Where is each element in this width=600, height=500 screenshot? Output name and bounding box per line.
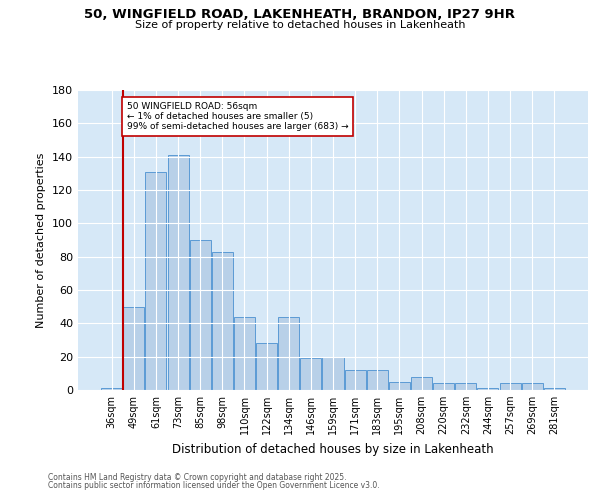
Bar [367,370,388,390]
Bar [455,384,476,390]
Text: 50 WINGFIELD ROAD: 56sqm
← 1% of detached houses are smaller (5)
99% of semi-det: 50 WINGFIELD ROAD: 56sqm ← 1% of detache… [127,102,348,132]
Text: Contains public sector information licensed under the Open Government Licence v3: Contains public sector information licen… [48,481,380,490]
Bar [344,370,365,390]
Bar [389,382,410,390]
Bar [190,240,211,390]
Text: Contains HM Land Registry data © Crown copyright and database right 2025.: Contains HM Land Registry data © Crown c… [48,472,347,482]
Bar [521,384,542,390]
Bar [433,384,454,390]
Bar [500,384,521,390]
Bar [478,388,499,390]
Text: Distribution of detached houses by size in Lakenheath: Distribution of detached houses by size … [172,442,494,456]
Bar [145,172,166,390]
Bar [256,344,277,390]
Text: Size of property relative to detached houses in Lakenheath: Size of property relative to detached ho… [135,20,465,30]
Bar [212,252,233,390]
Text: 50, WINGFIELD ROAD, LAKENHEATH, BRANDON, IP27 9HR: 50, WINGFIELD ROAD, LAKENHEATH, BRANDON,… [85,8,515,20]
Bar [124,306,145,390]
Bar [301,358,322,390]
Y-axis label: Number of detached properties: Number of detached properties [37,152,46,328]
Bar [544,388,565,390]
Bar [278,316,299,390]
Bar [234,316,255,390]
Bar [411,376,432,390]
Bar [167,155,188,390]
Bar [322,356,344,390]
Bar [101,388,122,390]
